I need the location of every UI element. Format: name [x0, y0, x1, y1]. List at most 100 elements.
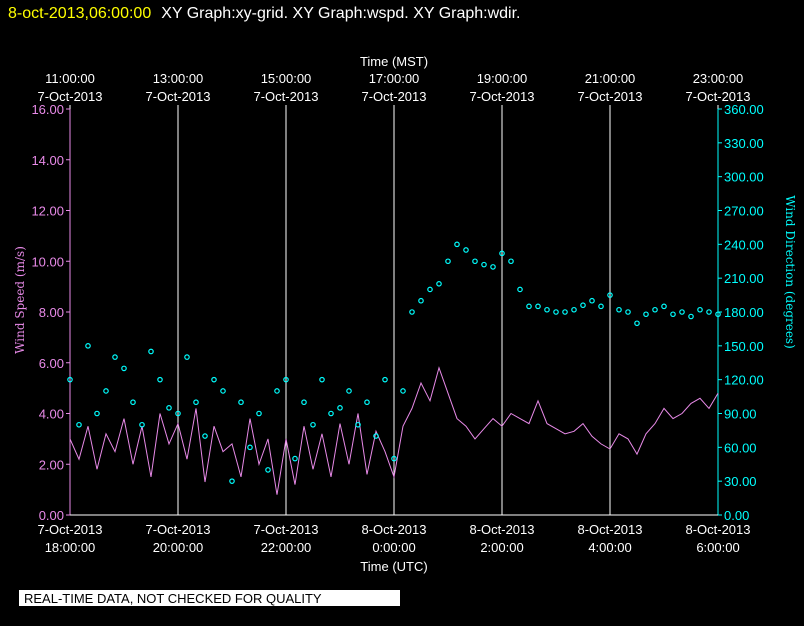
- direction-point: [715, 311, 721, 318]
- direction-point: [319, 376, 325, 383]
- y-tick-label: 14.00: [31, 153, 64, 168]
- direction-point: [274, 388, 280, 394]
- y-tick-label: 2.00: [39, 457, 64, 472]
- x2-tick-label: 7-Oct-2013: [145, 89, 210, 104]
- x-tick-label: 18:00:00: [45, 540, 96, 555]
- x2-tick-label: 13:00:00: [153, 71, 204, 86]
- x2-tick-label: 7-Oct-2013: [577, 89, 642, 104]
- direction-point: [526, 303, 532, 310]
- direction-point: [193, 399, 199, 406]
- direction-point: [265, 467, 271, 473]
- direction-point: [67, 376, 73, 383]
- x2-tick-label: 11:00:00: [45, 71, 95, 86]
- y-tick-label: 10.00: [31, 254, 64, 269]
- direction-point: [436, 281, 442, 287]
- direction-point: [607, 292, 613, 298]
- x2-tick-label: 23:00:00: [693, 71, 744, 86]
- x2-tick-label: 19:00:00: [477, 71, 528, 86]
- direction-point: [220, 388, 226, 394]
- direction-point: [580, 302, 586, 309]
- direction-point: [355, 421, 361, 428]
- direction-point: [76, 421, 82, 428]
- y2-tick-label: 90.00: [724, 407, 757, 422]
- direction-point: [652, 306, 658, 313]
- x-tick-label: 8-Oct-2013: [469, 522, 534, 537]
- direction-point: [400, 388, 406, 394]
- y-tick-label: 8.00: [39, 305, 64, 320]
- x-tick-label: 2:00:00: [480, 540, 523, 555]
- direction-point: [706, 309, 712, 315]
- direction-point: [139, 421, 145, 428]
- direction-point: [94, 410, 100, 417]
- y2-tick-label: 330.00: [724, 136, 764, 151]
- y-tick-label: 16.00: [31, 102, 64, 117]
- direction-point: [364, 399, 370, 406]
- x2-tick-label: 7-Oct-2013: [361, 89, 426, 104]
- x-tick-label: 7-Oct-2013: [145, 522, 210, 537]
- direction-point: [553, 309, 559, 315]
- x2-tick-label: 21:00:00: [585, 71, 636, 86]
- direction-point: [490, 264, 496, 270]
- direction-point: [382, 376, 388, 383]
- direction-point: [238, 399, 244, 406]
- direction-point: [112, 354, 118, 360]
- direction-point: [679, 309, 685, 315]
- direction-point: [571, 306, 577, 313]
- y2-tick-label: 0.00: [724, 508, 749, 523]
- y2-tick-label: 360.00: [724, 102, 764, 117]
- x2-tick-label: 7-Oct-2013: [685, 89, 750, 104]
- direction-point: [409, 309, 415, 315]
- direction-point: [337, 405, 343, 411]
- direction-point: [148, 348, 154, 355]
- direction-point: [85, 343, 91, 349]
- direction-point: [562, 309, 568, 315]
- direction-point: [661, 303, 667, 310]
- y2-tick-label: 60.00: [724, 440, 757, 455]
- x-tick-label: 20:00:00: [153, 540, 204, 555]
- direction-point: [697, 306, 703, 313]
- direction-point: [463, 247, 469, 253]
- direction-point: [589, 297, 595, 304]
- x-tick-label: 8-Oct-2013: [685, 522, 750, 537]
- direction-point: [175, 410, 181, 417]
- y2-tick-label: 300.00: [724, 170, 764, 185]
- direction-point: [688, 313, 694, 320]
- x-tick-label: 8-Oct-2013: [577, 522, 642, 537]
- footer-box: [19, 590, 400, 606]
- x2-tick-label: 15:00:00: [261, 71, 312, 86]
- x-tick-label: 8-Oct-2013: [361, 522, 426, 537]
- y-tick-label: 6.00: [39, 356, 64, 371]
- x-tick-label: 7-Oct-2013: [253, 522, 318, 537]
- direction-point: [418, 297, 424, 304]
- footer-note: REAL-TIME DATA, NOT CHECKED FOR QUALITY: [24, 591, 322, 606]
- direction-point: [598, 303, 604, 310]
- x-tick-label: 4:00:00: [588, 540, 631, 555]
- direction-point: [625, 309, 631, 315]
- direction-point: [256, 410, 262, 417]
- y2-tick-label: 30.00: [724, 474, 757, 489]
- chart-subtitle: XY Graph:xy-grid. XY Graph:wspd. XY Grap…: [161, 5, 520, 22]
- y-tick-label: 4.00: [39, 407, 64, 422]
- direction-point: [508, 258, 514, 265]
- direction-point: [643, 311, 649, 318]
- direction-point: [445, 258, 451, 265]
- direction-point: [247, 444, 253, 451]
- y2-tick-label: 120.00: [724, 373, 764, 388]
- direction-point: [211, 376, 217, 383]
- y-tick-label: 0.00: [39, 508, 64, 523]
- direction-point: [472, 258, 478, 265]
- x2-tick-label: 7-Oct-2013: [37, 89, 102, 104]
- y-axis-title: Wind Speed (m/s): [13, 246, 27, 354]
- direction-point: [427, 286, 433, 293]
- x2-axis-title: Time (MST): [360, 54, 428, 69]
- direction-point: [166, 405, 172, 411]
- direction-point: [481, 261, 487, 268]
- direction-point: [283, 376, 289, 383]
- direction-point: [103, 388, 109, 394]
- x-tick-label: 7-Oct-2013: [37, 522, 102, 537]
- y-tick-label: 12.00: [31, 204, 64, 219]
- direction-point: [499, 250, 505, 257]
- direction-point: [391, 455, 397, 462]
- direction-point: [184, 354, 190, 360]
